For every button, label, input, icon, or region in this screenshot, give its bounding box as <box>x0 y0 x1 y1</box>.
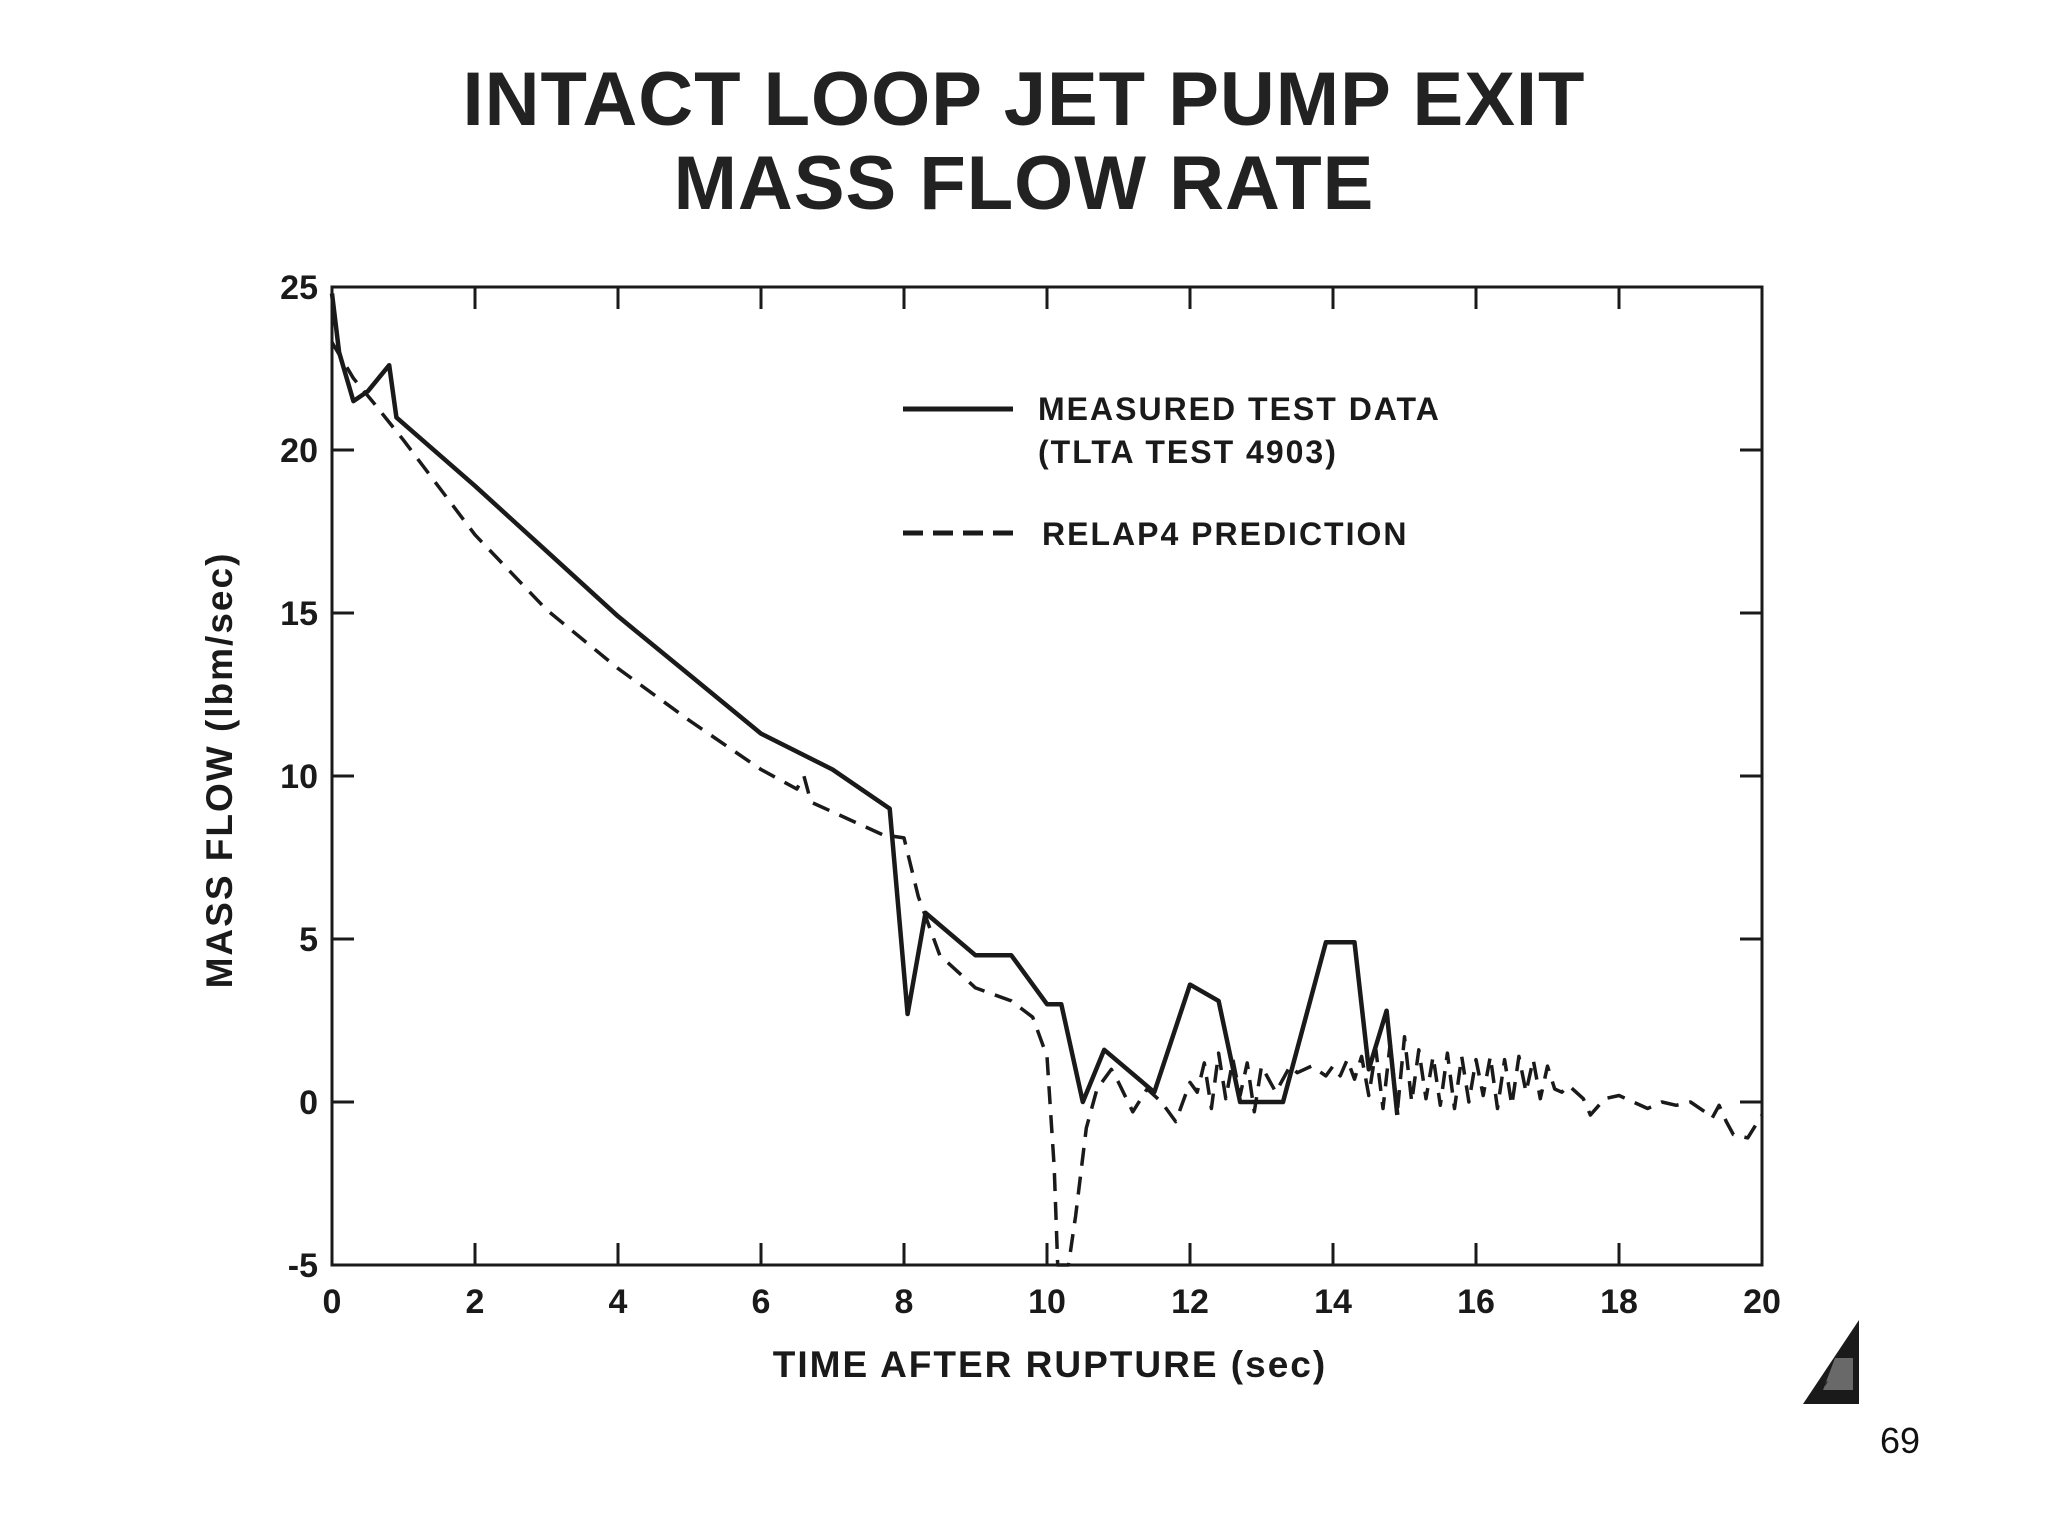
y-tick-label: 20 <box>280 432 318 470</box>
y-tick-label: 25 <box>280 269 318 307</box>
y-axis-label: MASS FLOW (lbm/sec) <box>199 552 240 989</box>
chart-title: INTACT LOOP JET PUMP EXIT MASS FLOW RATE <box>0 58 2048 226</box>
page-number: 69 <box>1880 1420 1921 1461</box>
x-tick-label: 2 <box>466 1283 485 1321</box>
series-layer <box>329 293 1764 1267</box>
legend: MEASURED TEST DATA (TLTA TEST 4903) RELA… <box>903 391 1441 552</box>
y-tick-label: -5 <box>288 1247 318 1285</box>
chart-title-line-2: MASS FLOW RATE <box>673 141 1375 226</box>
x-tick-label: 8 <box>895 1283 914 1321</box>
x-tick-label: 6 <box>752 1283 771 1321</box>
y-tick-label: 0 <box>299 1084 318 1122</box>
x-tick-label: 12 <box>1171 1283 1209 1321</box>
y-tick-label: 10 <box>280 758 318 796</box>
series-line-prediction <box>330 341 1764 1267</box>
x-tick-label: 16 <box>1457 1283 1495 1321</box>
x-tick-label: 14 <box>1314 1283 1352 1321</box>
y-tick-label: 5 <box>299 921 318 959</box>
legend-measured-label: MEASURED TEST DATA <box>1038 391 1441 427</box>
triangle-logo-icon: INEL <box>1803 1320 1859 1404</box>
x-tick-label: 18 <box>1600 1283 1638 1321</box>
x-tick-label: 10 <box>1028 1283 1066 1321</box>
series-line-measured <box>329 293 1400 1116</box>
y-tick-label: 15 <box>280 595 318 633</box>
x-tick-label: 4 <box>609 1283 628 1321</box>
legend-measured-sublabel: (TLTA TEST 4903) <box>1038 434 1338 470</box>
legend-prediction-label: RELAP4 PREDICTION <box>1042 516 1408 552</box>
x-tick-label: 0 <box>323 1283 342 1321</box>
x-axis-label: TIME AFTER RUPTURE (sec) <box>773 1344 1327 1385</box>
x-tick-label: 20 <box>1743 1283 1781 1321</box>
chart-title-line-1: INTACT LOOP JET PUMP EXIT <box>462 57 1586 142</box>
